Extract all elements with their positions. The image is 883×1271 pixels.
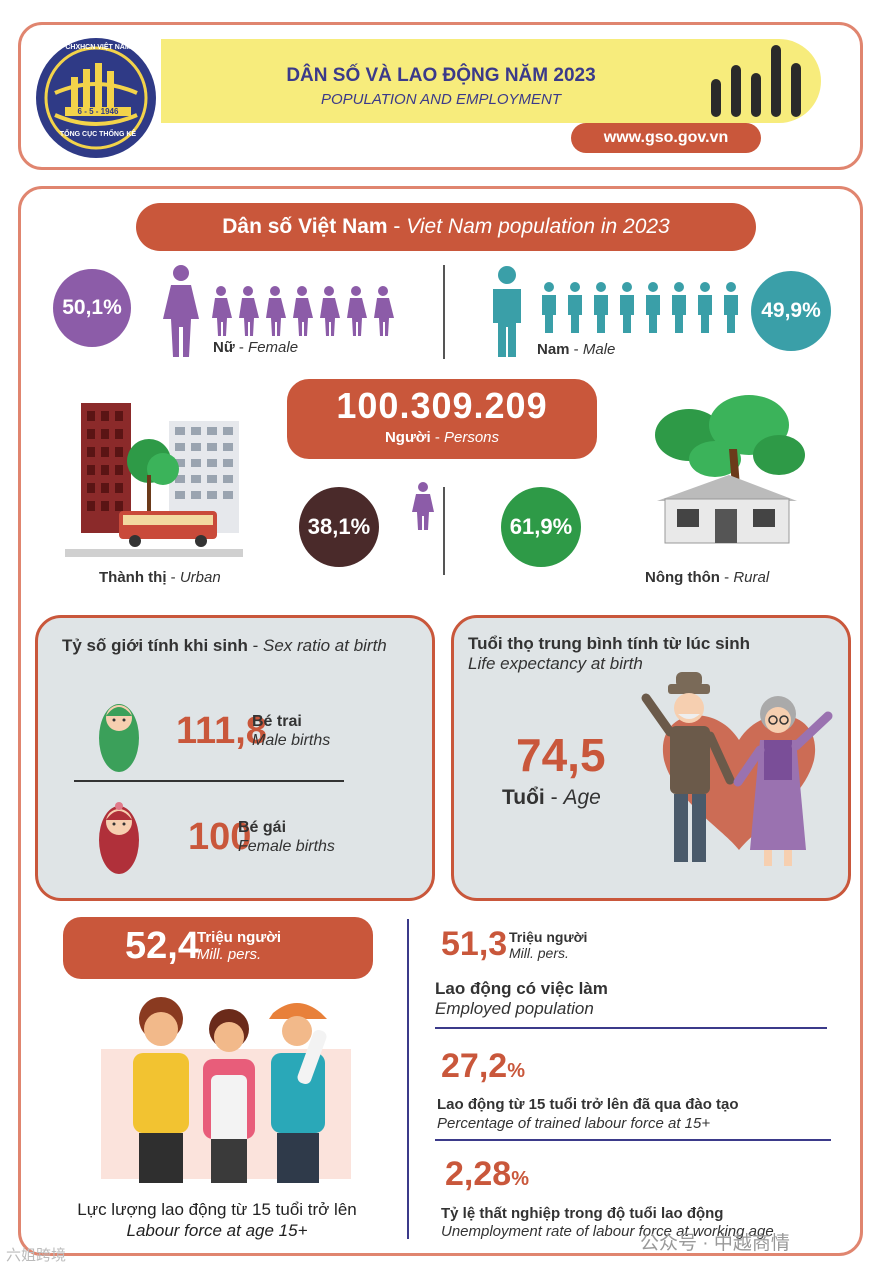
divider — [435, 1139, 831, 1141]
female-figures-icon — [163, 265, 394, 357]
bar-chart-icon — [711, 45, 801, 117]
banner-title-vn: Dân số Việt Nam — [222, 215, 388, 238]
employed-value: 51,3 — [441, 925, 508, 963]
male-percentage: 49,9% — [751, 271, 831, 351]
urban-percentage: 38,1% — [299, 487, 379, 567]
divider — [443, 487, 445, 575]
watermark-right: 公众号 · 中越商情 — [640, 1233, 790, 1254]
trained-value: 27,2% — [441, 1047, 525, 1085]
divider — [435, 1027, 827, 1029]
male-births-label: Bé trai Male births — [252, 713, 331, 749]
gso-logo-icon — [36, 38, 156, 158]
watermark-left: 六姐跨境 — [6, 1247, 67, 1264]
main-panel: Dân số Việt Nam - Viet Nam population in… — [18, 186, 863, 1256]
trained-label: Lao động từ 15 tuổi trở lên đã qua đào t… — [437, 1096, 739, 1132]
rural-label: Nông thôn - Rural — [645, 569, 770, 586]
male-label: Nam - Male — [537, 341, 616, 358]
employed-unit: Triệu người Mill. pers. — [509, 929, 588, 961]
unemployment-label: Tỷ lệ thất nghiệp trong độ tuổi lao động… — [441, 1205, 774, 1240]
male-births-value: 111,8 — [176, 710, 267, 752]
website-link[interactable]: www.gso.gov.vn — [571, 123, 761, 153]
person-icon — [412, 482, 434, 530]
life-expectancy-panel: Tuổi thọ trung bình tính từ lúc sinh Life… — [451, 615, 851, 901]
unemployment-value: 2,28% — [445, 1155, 529, 1193]
page-subtitle: POPULATION AND EMPLOYMENT — [320, 91, 562, 108]
urban-label: Thành thị - Urban — [99, 569, 221, 586]
sex-ratio-title: Tỷ số giới tính khi sinh - Sex ratio at … — [62, 636, 387, 655]
population-banner: Dân số Việt Nam - Viet Nam population in… — [136, 203, 756, 251]
total-population-box: 100.309.209 Người - Persons — [287, 379, 597, 459]
baby-girl-icon — [99, 802, 139, 874]
logo-text-date: 6 - 5 - 1946 — [65, 107, 131, 116]
total-population-label: Người - Persons — [384, 429, 500, 446]
female-births-label: Bé gái Female births — [238, 819, 335, 855]
rural-percentage: 61,9% — [501, 487, 581, 567]
city-buildings-icon — [65, 403, 243, 557]
logo-text-top: CHXHCN VIỆT NAM — [65, 44, 131, 51]
baby-boy-icon — [99, 704, 139, 772]
female-label: Nữ - Female — [213, 339, 299, 356]
header-panel: CHXHCN VIỆT NAM 6 - 5 - 1946 TỔNG CỤC TH… — [18, 22, 863, 170]
banner-separator: - — [387, 215, 407, 238]
labour-force-value: 52,4 — [125, 925, 199, 967]
labour-force-label: Lực lượng lao động từ 15 tuổi trở lên Lab… — [77, 1200, 357, 1240]
labour-force-unit: Triệu người Mill. pers. — [197, 929, 282, 963]
life-expectancy-title: Tuổi thọ trung bình tính từ lúc sinh Life… — [468, 634, 751, 673]
life-expectancy-value: 74,5 — [516, 729, 606, 781]
workers-group-icon — [101, 997, 351, 1183]
female-percentage: 50,1% — [53, 269, 131, 347]
elderly-couple-icon — [641, 672, 833, 866]
labour-force-banner: 52,4 Triệu người Mill. pers. — [63, 917, 373, 979]
page-title: DÂN SỐ VÀ LAO ĐỘNG NĂM 2023 — [286, 65, 596, 86]
logo-text-bottom: TỔNG CỤC THỐNG KÊ — [59, 131, 137, 138]
divider — [407, 919, 409, 1239]
employed-label: Lao động có việc làm Employed population — [435, 979, 608, 1018]
female-births-value: 100 — [188, 816, 252, 858]
rural-house-tree-icon — [655, 395, 805, 544]
sex-ratio-panel: Tỷ số giới tính khi sinh - Sex ratio at … — [35, 615, 435, 901]
male-figures-icon — [493, 266, 738, 357]
total-population: 100.309.209 — [336, 385, 548, 426]
divider — [74, 780, 344, 782]
banner-title-en: Viet Nam population in 2023 — [406, 215, 670, 238]
life-expectancy-unit: Tuổi - Age — [502, 786, 601, 809]
divider — [443, 265, 445, 359]
